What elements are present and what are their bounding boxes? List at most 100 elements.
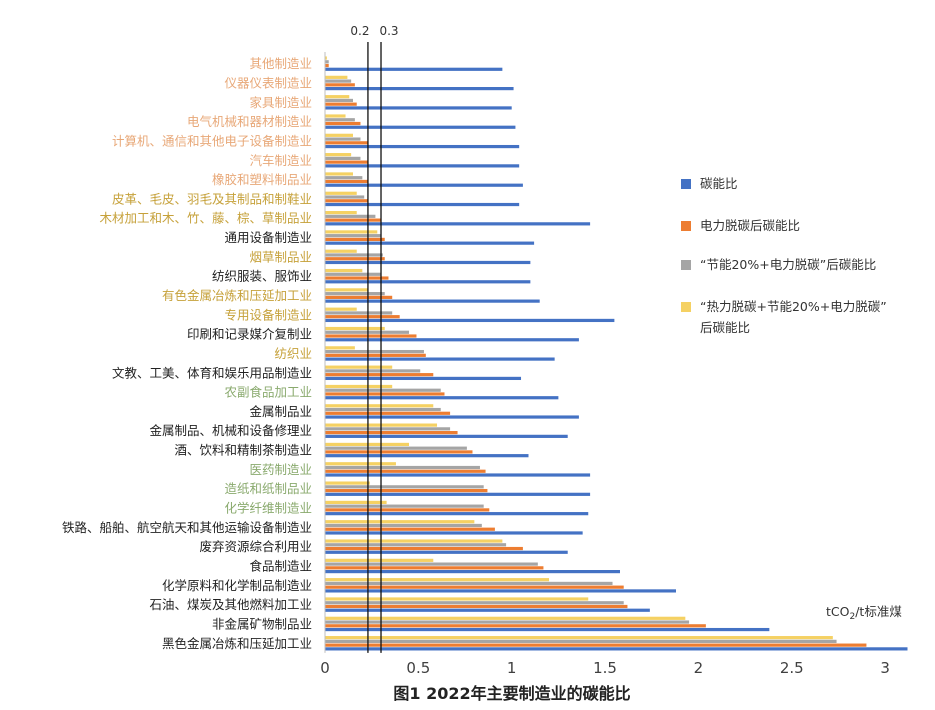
bar-2-row-30 xyxy=(325,624,706,628)
bar-4-row-11 xyxy=(325,249,357,253)
bar-4-row-25 xyxy=(325,520,475,524)
x-tick-label: 0 xyxy=(320,659,330,677)
bars-layer xyxy=(325,56,908,651)
bar-3-row-6 xyxy=(325,156,361,160)
category-label: 纺织服装、服饰业 xyxy=(212,269,312,284)
reference-line-label: 0.2 xyxy=(350,24,369,38)
bar-2-row-15 xyxy=(325,334,417,338)
bar-3-row-1 xyxy=(325,60,329,64)
bar-3-row-11 xyxy=(325,253,383,257)
category-label: 纺织业 xyxy=(274,346,312,361)
bar-3-row-9 xyxy=(325,214,376,218)
bar-2-row-18 xyxy=(325,392,445,396)
bar-1-row-29 xyxy=(325,608,650,612)
x-tick-label: 1.5 xyxy=(593,659,617,677)
legend-label: 碳能比 xyxy=(700,176,738,191)
bar-2-row-23 xyxy=(325,488,488,493)
bar-4-row-5 xyxy=(325,133,353,137)
bar-3-row-4 xyxy=(325,118,355,122)
bar-2-row-2 xyxy=(325,83,355,87)
bar-3-row-12 xyxy=(325,272,382,276)
bar-3-row-5 xyxy=(325,137,361,141)
category-label: 皮革、毛皮、羽毛及其制品和制鞋业 xyxy=(112,191,312,206)
category-label: 铁路、船舶、航空航天和其他运输设备制造业 xyxy=(62,520,312,535)
bar-4-row-27 xyxy=(325,558,434,562)
bar-1-row-18 xyxy=(325,396,559,400)
chart-title: 图1 2022年主要制造业的碳能比 xyxy=(393,684,630,703)
bar-4-row-19 xyxy=(325,404,434,408)
legend-label: “热力脱碳+节能20%+电力脱碳” xyxy=(700,299,887,314)
bar-2-row-26 xyxy=(325,546,523,551)
bar-2-row-24 xyxy=(325,508,490,512)
bar-3-row-22 xyxy=(325,465,480,470)
category-label: 食品制造业 xyxy=(249,558,312,573)
category-label: 电气机械和器材制造业 xyxy=(187,114,312,129)
bar-3-row-28 xyxy=(325,581,613,586)
legend-label: 电力脱碳后碳能比 xyxy=(700,218,800,233)
bar-4-row-7 xyxy=(325,172,353,176)
bar-2-row-7 xyxy=(325,179,368,184)
bar-2-row-9 xyxy=(325,218,382,222)
bar-4-row-23 xyxy=(325,481,370,485)
legend-swatch xyxy=(681,179,691,189)
bar-2-row-21 xyxy=(325,450,473,454)
bar-1-row-8 xyxy=(325,202,520,207)
bar-3-row-8 xyxy=(325,195,365,199)
bar-3-row-15 xyxy=(325,330,410,334)
category-label: 废弃资源综合利用业 xyxy=(199,539,312,554)
bar-4-row-26 xyxy=(325,539,503,543)
bar-1-row-9 xyxy=(325,222,591,226)
bar-3-row-30 xyxy=(325,620,690,624)
bar-1-row-25 xyxy=(325,531,583,535)
bar-4-row-6 xyxy=(325,153,352,157)
category-label: 其他制造业 xyxy=(249,56,312,71)
bar-2-row-11 xyxy=(325,257,385,261)
bar-4-row-16 xyxy=(325,346,355,350)
bar-1-row-7 xyxy=(325,183,523,187)
category-label: 家具制造业 xyxy=(249,95,312,110)
bar-2-row-22 xyxy=(325,469,486,473)
category-label: 烟草制品业 xyxy=(249,249,312,264)
category-label: 印刷和记录媒介复制业 xyxy=(187,327,312,342)
legend-swatch xyxy=(681,260,691,270)
category-label: 化学原料和化学制品制造业 xyxy=(162,578,312,593)
bar-3-row-14 xyxy=(325,311,393,315)
reference-lines: 0.2 0.3 xyxy=(350,24,399,653)
bar-3-row-21 xyxy=(325,446,467,450)
bar-3-row-27 xyxy=(325,562,538,566)
legend-swatch xyxy=(681,221,691,231)
bar-1-row-26 xyxy=(325,550,568,554)
bar-2-row-5 xyxy=(325,141,368,145)
category-labels: 其他制造业仪器仪表制造业家具制造业电气机械和器材制造业计算机、通信和其他电子设备… xyxy=(62,56,312,651)
bar-2-row-14 xyxy=(325,315,400,319)
bar-1-row-31 xyxy=(325,647,908,651)
bar-3-row-18 xyxy=(325,388,441,392)
bar-1-row-16 xyxy=(325,357,555,361)
bar-1-row-17 xyxy=(325,376,522,381)
bar-1-row-15 xyxy=(325,338,579,342)
x-tick-label: 2.5 xyxy=(780,659,804,677)
bar-2-row-12 xyxy=(325,276,389,280)
bar-2-row-19 xyxy=(325,411,451,415)
bar-1-row-6 xyxy=(325,164,520,168)
legend-label: “节能20%+电力脱碳”后碳能比 xyxy=(700,257,876,272)
category-label: 仪器仪表制造业 xyxy=(224,75,312,90)
category-label: 有色金属冶炼和压延加工业 xyxy=(162,288,312,303)
bar-4-row-15 xyxy=(325,326,385,331)
x-tick-label: 2 xyxy=(694,659,704,677)
bar-2-row-17 xyxy=(325,373,434,377)
bar-4-row-28 xyxy=(325,578,550,582)
category-label: 橡胶和塑料制品业 xyxy=(212,172,312,187)
bar-4-row-10 xyxy=(325,230,378,234)
bar-2-row-20 xyxy=(325,431,458,435)
bar-2-row-4 xyxy=(325,121,361,126)
bar-1-row-23 xyxy=(325,492,591,496)
bar-1-row-27 xyxy=(325,570,620,574)
bar-2-row-3 xyxy=(325,102,357,106)
bar-2-row-29 xyxy=(325,604,628,609)
bar-4-row-4 xyxy=(325,114,346,118)
bar-4-row-30 xyxy=(325,616,686,620)
bar-1-row-24 xyxy=(325,512,589,516)
bar-3-row-3 xyxy=(325,98,353,103)
bar-1-row-30 xyxy=(325,627,770,632)
